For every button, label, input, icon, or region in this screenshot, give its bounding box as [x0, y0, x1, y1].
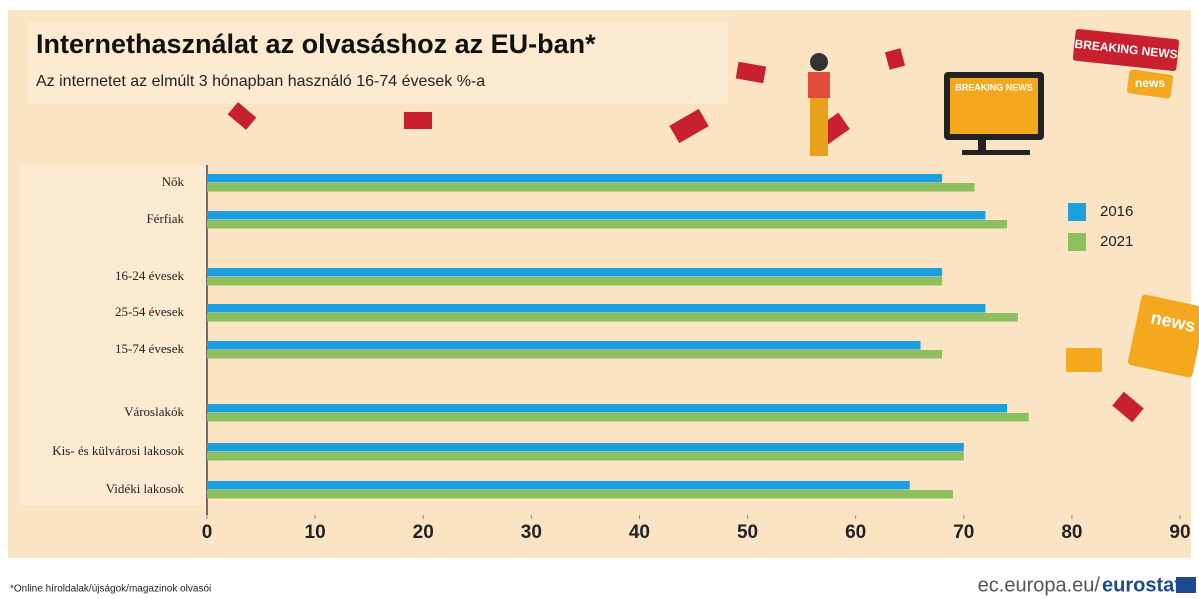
bar — [207, 443, 964, 452]
legend-label: 2021 — [1100, 233, 1133, 250]
y-tick-label: 15-74 évesek — [115, 341, 184, 356]
bar — [207, 277, 943, 286]
legend-swatch — [1068, 203, 1086, 221]
bar — [207, 174, 943, 183]
bar — [207, 341, 921, 350]
bar — [207, 313, 1018, 322]
eu-flag — [1176, 577, 1196, 593]
title-panel — [28, 22, 728, 104]
bar — [207, 211, 986, 220]
x-tick-label: 80 — [1061, 522, 1082, 543]
y-tick-label: 25-54 évesek — [115, 304, 184, 319]
illustration-breaking: BREAKING NEWS news news — [1066, 28, 1199, 378]
y-tick-label: Nők — [162, 174, 185, 189]
chart-title: Internethasználat az olvasáshoz az EU-ba… — [36, 29, 596, 59]
bar — [207, 481, 910, 490]
legend-swatch — [1068, 233, 1086, 251]
decor-text: news — [1135, 76, 1165, 90]
illustration-tv: BREAKING NEWS — [944, 72, 1044, 155]
category-panel — [20, 165, 206, 505]
source-brand: eurostat — [1102, 574, 1181, 596]
y-tick-label: Vidéki lakosok — [106, 481, 185, 496]
x-tick-label: 10 — [305, 522, 326, 543]
x-tick-label: 90 — [1169, 522, 1190, 543]
x-tick-label: 20 — [413, 522, 434, 543]
bar — [207, 183, 975, 192]
y-tick-label: Kis- és külvárosi lakosok — [52, 443, 184, 458]
illustration-woman — [808, 53, 830, 156]
y-tick-label: 16-24 évesek — [115, 268, 184, 283]
bar — [207, 490, 953, 499]
x-tick-label: 40 — [629, 522, 650, 543]
x-tick-label: 60 — [845, 522, 866, 543]
y-tick-label: Városlakók — [124, 404, 184, 419]
bar — [207, 404, 1008, 413]
x-tick-label: 50 — [737, 522, 758, 543]
footnote: *Online híroldalak/újságok/magazinok olv… — [10, 584, 211, 595]
bar — [207, 413, 1029, 422]
bar — [207, 304, 986, 313]
bar — [207, 452, 964, 461]
x-tick-label: 30 — [521, 522, 542, 543]
decor-text: BREAKING NEWS — [955, 82, 1033, 92]
legend-label: 2016 — [1100, 203, 1133, 220]
y-tick-label: Férfiak — [146, 211, 184, 226]
source-domain: ec.europa.eu/ — [978, 574, 1101, 596]
bar — [207, 350, 943, 359]
x-tick-label: 0 — [202, 522, 213, 543]
x-tick-label: 70 — [953, 522, 974, 543]
bar — [207, 268, 943, 277]
chart-subtitle: Az internetet az elmúlt 3 hónapban haszn… — [36, 73, 485, 90]
bar — [207, 220, 1008, 229]
